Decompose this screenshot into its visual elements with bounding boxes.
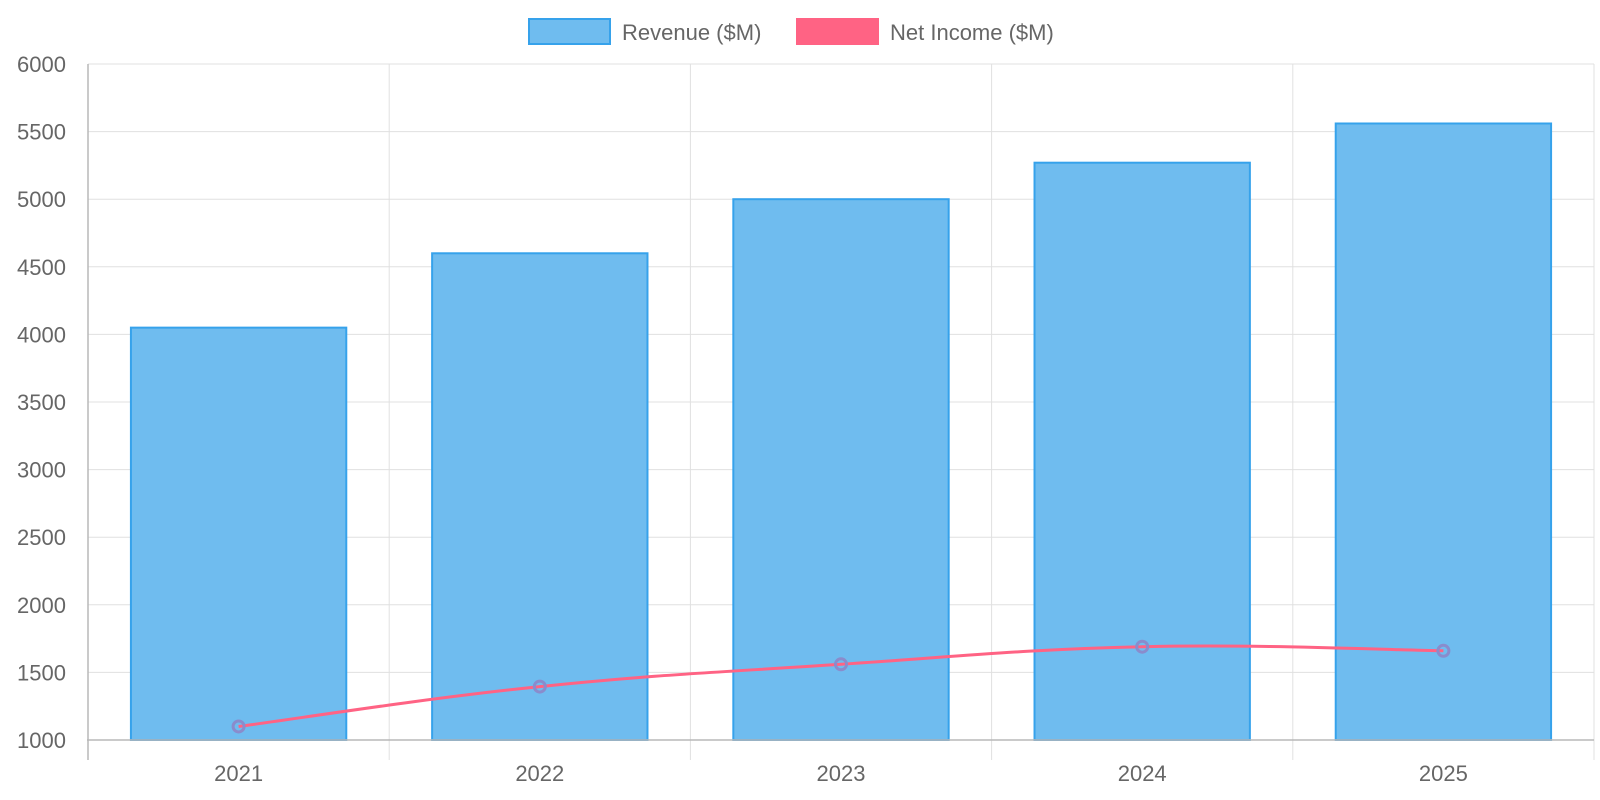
bar-revenue-2024[interactable] — [1033, 161, 1251, 742]
bar-revenue-2021[interactable] — [129, 326, 348, 741]
y-tick-label: 4500 — [17, 255, 66, 280]
legend: Revenue ($M) Net Income ($M) — [528, 18, 1054, 45]
axes — [87, 64, 1594, 760]
y-tick-label: 3000 — [17, 458, 66, 483]
bar-revenue-2025[interactable] — [1334, 122, 1553, 742]
x-tick-label: 2024 — [1118, 761, 1167, 786]
x-tick-label: 2025 — [1419, 761, 1468, 786]
y-tick-label: 5500 — [17, 120, 66, 145]
y-tick-label: 1000 — [17, 728, 66, 753]
line-net-income — [238, 644, 1444, 728]
net-income-line — [231, 639, 1451, 734]
y-tick-label: 1500 — [17, 660, 66, 685]
y-tick-label: 4000 — [17, 322, 66, 347]
point-net-income-2023[interactable] — [834, 657, 848, 672]
point-net-income-2025[interactable] — [1436, 643, 1451, 658]
y-tick-label: 2500 — [17, 525, 66, 550]
legend-swatch-net-income[interactable] — [796, 18, 879, 45]
y-tick-label: 2000 — [17, 593, 66, 618]
y-axis-ticks: 1000 1500 2000 2500 3000 3500 4000 4500 5000 5500… — [17, 52, 66, 753]
legend-swatch-revenue[interactable] — [528, 18, 611, 45]
revenue-bars — [129, 122, 1553, 742]
y-tick-label: 5000 — [17, 187, 66, 212]
point-net-income-2024[interactable] — [1135, 639, 1150, 654]
x-tick-label: 2023 — [817, 761, 866, 786]
x-tick-label: 2021 — [214, 761, 263, 786]
point-net-income-2021[interactable] — [231, 719, 246, 734]
bar-revenue-2022[interactable] — [431, 252, 649, 741]
x-tick-label: 2022 — [515, 761, 564, 786]
y-tick-label: 6000 — [17, 52, 66, 77]
legend-label-net-income[interactable]: Net Income ($M) — [890, 20, 1054, 45]
y-tick-label: 3500 — [17, 390, 66, 415]
point-net-income-2022[interactable] — [532, 679, 547, 694]
x-axis-ticks: 2021 2022 2023 2024 2025 — [214, 761, 1468, 786]
legend-label-revenue[interactable]: Revenue ($M) — [622, 20, 761, 45]
